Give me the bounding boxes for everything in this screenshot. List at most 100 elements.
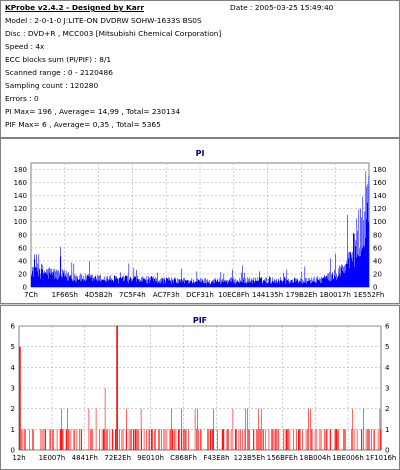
chart-pi-bar: [361, 217, 362, 287]
chart-pi-bar: [282, 281, 284, 287]
info-sampling-count: Sampling count : 120280: [5, 81, 99, 90]
chart-pi-bar: [113, 280, 114, 287]
chart-pi-bar: [256, 281, 258, 287]
chart-pi-bar: [195, 281, 197, 287]
chart-pi-bar: [313, 278, 314, 287]
chart-pi-bar: [176, 282, 177, 287]
chart-pi-bar: [93, 277, 95, 287]
chart-pi-bar: [167, 278, 169, 287]
chart-pif-bar: [45, 429, 46, 450]
chart-pi-bar: [147, 279, 148, 287]
chart-pi-bar: [166, 277, 168, 287]
chart-pif-bar: [278, 429, 279, 450]
chart-pif-bar: [379, 408, 381, 450]
chart-pi-bar: [40, 278, 41, 287]
chart-pif-bar: [299, 429, 301, 450]
chart-pi-bar: [49, 267, 50, 287]
chart-pif-bar: [286, 429, 287, 450]
chart-pi-bar: [161, 277, 163, 287]
chart-pi-bar: [52, 271, 53, 287]
chart-pi-bar: [171, 277, 172, 287]
chart-pi-bar: [367, 184, 369, 287]
chart-pi-bar: [344, 273, 346, 287]
chart-pi-bar: [32, 267, 33, 287]
chart-pi-bar: [82, 278, 83, 287]
chart-pi-ytick-right: 160: [373, 179, 386, 187]
chart-pi-bar: [37, 271, 38, 287]
chart-pi-bar: [316, 282, 317, 287]
chart-pif-bar: [146, 429, 147, 450]
chart-pi-bar: [313, 281, 315, 287]
chart-pif-bar: [307, 429, 308, 450]
chart-pif-bar: [226, 429, 228, 450]
chart-pi-bar: [314, 281, 315, 287]
chart-pi-bar: [102, 279, 104, 287]
chart-pif-bar: [277, 429, 279, 450]
chart-pi-bar: [197, 281, 198, 287]
chart-pi-bar: [225, 282, 226, 287]
chart-pi-bar: [161, 281, 162, 287]
chart-pi-bar: [189, 283, 190, 287]
chart-pi-bar: [47, 274, 49, 287]
chart-pif-bar: [174, 429, 175, 450]
chart-pi-bar: [132, 280, 134, 287]
chart-pi-bar: [43, 272, 44, 287]
chart-pi-bar: [246, 282, 247, 287]
chart-pi-bar: [293, 282, 295, 287]
chart-pi-bar: [199, 280, 201, 287]
chart-pif-bar: [151, 429, 152, 450]
chart-pi-bar: [328, 280, 330, 287]
chart-pi-series: [31, 171, 370, 287]
chart-pi-bar: [349, 251, 351, 287]
chart-pif-bar: [212, 429, 213, 450]
chart-pi-bar: [277, 281, 278, 287]
chart-pi-bar: [240, 281, 241, 287]
chart-pif-bar: [374, 429, 375, 450]
chart-pi-bar: [271, 283, 272, 287]
chart-pi-bar: [325, 278, 326, 287]
chart-pi-bar: [241, 281, 243, 287]
chart-pi-bar: [323, 277, 324, 287]
chart-pi-bar: [198, 279, 199, 287]
chart-pi-bar: [361, 250, 363, 287]
chart-pi-bar: [228, 280, 230, 287]
chart-pi-bar: [295, 278, 297, 287]
chart-pi-bar: [168, 277, 170, 287]
chart-pi-bar: [178, 279, 179, 287]
chart-pif-xtick: C868Fh: [170, 454, 197, 462]
info-panel: KProbe v2.4.2 - Designed by Karr Date : …: [0, 0, 400, 138]
chart-pif-bar: [353, 429, 355, 450]
chart-pi-bar: [335, 253, 336, 287]
chart-pi-bar: [308, 277, 310, 287]
chart-pif-ytick-left: 5: [11, 343, 15, 351]
chart-pi-ytick-right: 60: [373, 244, 382, 252]
chart-pi-bar: [64, 276, 65, 287]
chart-pif-bar: [287, 429, 288, 450]
chart-pi-bar: [180, 279, 181, 287]
chart-pi-bar: [70, 275, 71, 287]
chart-pif-bar: [183, 429, 184, 450]
chart-pi-bar: [272, 280, 273, 287]
chart-pi-bar: [210, 284, 211, 287]
chart-pi-bar: [196, 271, 198, 287]
chart-pi-bar: [72, 281, 73, 287]
chart-pi-bar: [101, 279, 102, 287]
chart-pi-bar: [59, 276, 60, 287]
chart-pi-bar: [354, 266, 356, 287]
chart-pif-bar: [271, 429, 272, 450]
chart-pif-ytick-left: 2: [11, 405, 15, 413]
chart-pi-bar: [279, 283, 280, 287]
chart-pi-bar: [209, 280, 210, 287]
chart-pif-bar: [296, 429, 297, 450]
chart-pi-bar: [194, 282, 195, 287]
chart-pif-bar: [196, 429, 197, 450]
chart-pi-bar: [173, 279, 174, 287]
chart-pi-bar: [83, 275, 85, 287]
chart-pi-bar: [343, 272, 345, 287]
chart-pi-bar: [175, 278, 177, 287]
chart-pif-bar: [159, 429, 160, 450]
chart-pi-bar: [36, 254, 37, 287]
chart-pi-bar: [115, 279, 117, 287]
chart-pi-bar: [282, 282, 283, 287]
chart-pi-bar: [154, 278, 155, 287]
